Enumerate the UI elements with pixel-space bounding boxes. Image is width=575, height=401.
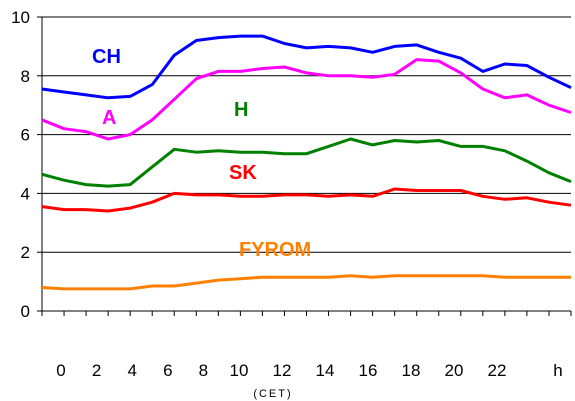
x-tick-label: 14 [316,361,335,380]
x-tick-label: 10 [230,361,249,380]
x-tick-label: 22 [488,361,507,380]
x-tick-label: 20 [445,361,464,380]
y-tick-label: 8 [21,67,30,86]
x-tick-label: h [553,361,562,380]
series-label-fyrom: FYROM [239,239,311,261]
x-tick-label: 8 [199,361,208,380]
x-tick-label: 0 [56,361,65,380]
y-tick-label: 2 [21,243,30,262]
series-line-sk [41,187,572,213]
y-tick-label: 6 [21,126,30,145]
x-tick-label: 2 [92,361,101,380]
series-label-h: H [234,99,248,121]
y-tick-label: 0 [21,302,30,321]
series-label-a: A [102,107,116,129]
series-line-a [41,58,572,141]
y-tick-label: 10 [11,8,30,27]
series-line-fyrom [41,274,571,291]
x-tick-label: 18 [402,361,421,380]
series-label-sk: SK [229,162,257,184]
y-tick-label: 4 [21,184,30,203]
x-unit-label: (CET) [253,388,292,400]
series-label-ch: CH [92,46,121,68]
x-tick-label: 16 [359,361,378,380]
x-tick-label: 12 [273,361,292,380]
series-line-h [41,137,572,188]
series-line-ch [41,34,572,100]
x-tick-label: 6 [163,361,172,380]
x-tick-label: 4 [127,361,136,380]
